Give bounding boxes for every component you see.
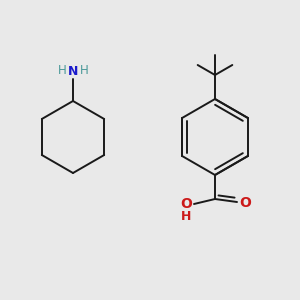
Text: N: N: [68, 65, 78, 78]
Text: H: H: [80, 64, 88, 77]
Text: O: O: [180, 197, 192, 211]
Text: H: H: [58, 64, 66, 77]
Text: O: O: [239, 196, 251, 210]
Text: H: H: [181, 209, 191, 223]
